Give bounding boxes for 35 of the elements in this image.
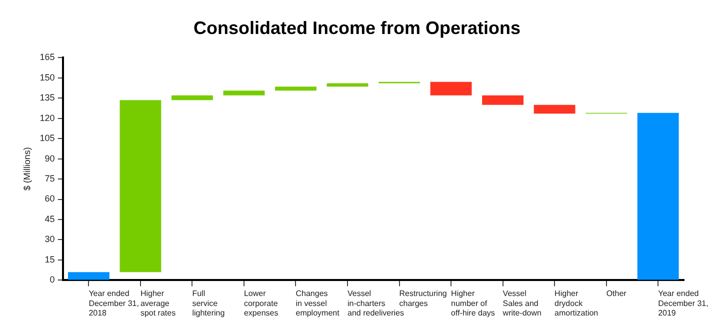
y-tick-label: 75 bbox=[44, 174, 55, 184]
y-axis-title: $ (Millions) bbox=[22, 147, 32, 191]
y-tick-label: 0 bbox=[50, 274, 55, 285]
x-tick-label: Year ended December 31, 2018 bbox=[88, 289, 139, 318]
bar bbox=[637, 112, 679, 280]
y-tick-label: 90 bbox=[44, 153, 55, 164]
x-tick-label: Full service lightering bbox=[192, 289, 225, 318]
y-tick-label: 165 bbox=[40, 52, 55, 62]
y-tick-label: 120 bbox=[40, 112, 55, 123]
x-tick-label: Lower corporate expenses bbox=[244, 289, 278, 318]
bar bbox=[326, 83, 368, 87]
bar bbox=[430, 82, 472, 96]
x-tick-label: Higher drydock amortization bbox=[554, 289, 598, 318]
y-tick-label: 105 bbox=[40, 133, 55, 144]
x-tick-label: Other bbox=[606, 289, 627, 298]
x-tick-label: Changes in vessel employment bbox=[296, 289, 340, 318]
y-tick-label: 30 bbox=[44, 234, 55, 244]
bar bbox=[482, 95, 524, 105]
bar bbox=[275, 86, 316, 91]
x-tick-label: Vessel Sales and write-down bbox=[502, 289, 542, 318]
bar bbox=[172, 95, 213, 100]
x-tick-label: Higher number of off-hire days bbox=[451, 289, 495, 318]
chart-title: Consolidated Income from Operations bbox=[193, 18, 521, 38]
bar bbox=[534, 104, 576, 114]
y-tick-label: 150 bbox=[40, 72, 55, 82]
bar bbox=[223, 90, 265, 96]
x-tick-label: Higher average spot rates bbox=[140, 289, 176, 318]
bar bbox=[68, 272, 110, 280]
y-tick-label: 15 bbox=[44, 254, 55, 264]
x-tick-label: Year ended December 31, 2019 bbox=[658, 289, 708, 318]
y-tick-label: 60 bbox=[44, 194, 55, 204]
x-tick-label: Restructuring charges bbox=[399, 289, 447, 308]
y-tick-label: 45 bbox=[44, 214, 55, 224]
y-tick-label: 135 bbox=[40, 92, 55, 103]
bar bbox=[120, 100, 162, 272]
